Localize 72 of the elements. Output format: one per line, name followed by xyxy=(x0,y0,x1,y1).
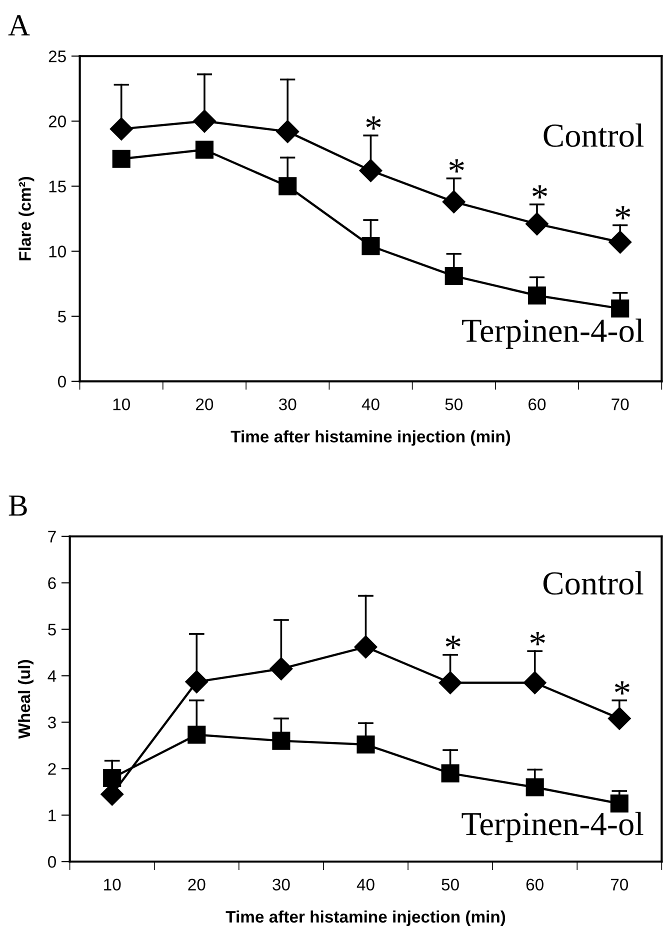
annotation: * xyxy=(614,681,630,694)
x-axis-title: Time after histamine injection (min) xyxy=(230,430,510,446)
point xyxy=(611,299,630,318)
point xyxy=(112,150,130,168)
y-tick-label: 3 xyxy=(48,716,56,728)
text: Control xyxy=(543,571,644,595)
point xyxy=(272,732,290,750)
x-tick-label: 60 xyxy=(526,878,544,891)
point xyxy=(526,778,544,796)
point xyxy=(195,140,214,159)
point xyxy=(610,794,628,813)
point xyxy=(444,266,463,285)
chart-title: B xyxy=(8,496,27,516)
y-tick-label: 10 xyxy=(49,246,66,258)
point xyxy=(608,707,631,730)
x-axis-title: Time after histamine injection (min) xyxy=(226,910,506,926)
point xyxy=(438,671,462,694)
annotation: * xyxy=(449,159,464,173)
y-tick-label: 2 xyxy=(48,763,56,775)
point xyxy=(359,159,382,182)
point xyxy=(356,735,375,754)
point xyxy=(276,120,300,144)
point xyxy=(188,726,206,744)
x-tick-label: 40 xyxy=(362,398,380,410)
point xyxy=(441,764,460,782)
point xyxy=(185,670,208,694)
y-tick-label: 6 xyxy=(48,577,56,590)
annotation: * xyxy=(616,206,630,220)
x-tick-label: 70 xyxy=(610,878,628,891)
annotation: * xyxy=(530,632,545,646)
point xyxy=(523,671,546,694)
point xyxy=(362,237,380,256)
series-label: Control xyxy=(544,123,644,147)
y-tick-label: 0 xyxy=(58,376,66,388)
y-axis-title: Flare (cm²) xyxy=(18,176,34,260)
point xyxy=(110,117,133,140)
x-tick-label: 10 xyxy=(104,878,121,891)
series-label: Terpinen-4-ol xyxy=(462,812,644,842)
point xyxy=(103,768,122,787)
annotation: * xyxy=(446,636,460,649)
x-tick-label: 20 xyxy=(188,878,206,891)
x-tick-label: 60 xyxy=(528,398,546,410)
y-tick-label: 4 xyxy=(48,670,56,682)
y-tick-label: 25 xyxy=(48,50,66,62)
point xyxy=(278,177,297,196)
x-tick-label: 40 xyxy=(356,878,374,891)
x-tick-label: 50 xyxy=(442,878,459,891)
x-tick-label: 30 xyxy=(272,878,290,891)
y-tick-label: 1 xyxy=(48,810,56,822)
x-tick-label: 50 xyxy=(445,398,462,410)
y-axis-title: Wheal (ul) xyxy=(18,660,34,739)
x-tick-label: 10 xyxy=(113,398,130,410)
point xyxy=(608,230,632,254)
x-tick-label: 20 xyxy=(196,398,214,410)
y-tick-label: 20 xyxy=(48,116,66,128)
x-tick-label: 30 xyxy=(278,398,296,410)
point xyxy=(354,635,378,658)
point xyxy=(525,212,548,236)
chart-title: A xyxy=(8,15,30,36)
x-tick-label: 70 xyxy=(612,398,629,410)
series-label: Terpinen-4-ol xyxy=(462,318,644,349)
point xyxy=(192,110,216,133)
y-tick-label: 5 xyxy=(58,310,66,323)
annotation: * xyxy=(532,185,548,199)
y-tick-label: 15 xyxy=(49,180,66,192)
point xyxy=(528,286,546,305)
annotation: * xyxy=(366,116,381,130)
point xyxy=(442,190,466,214)
point xyxy=(270,657,293,680)
y-tick-label: 7 xyxy=(48,530,56,542)
y-tick-label: 0 xyxy=(48,856,56,868)
y-tick-label: 5 xyxy=(48,624,56,636)
